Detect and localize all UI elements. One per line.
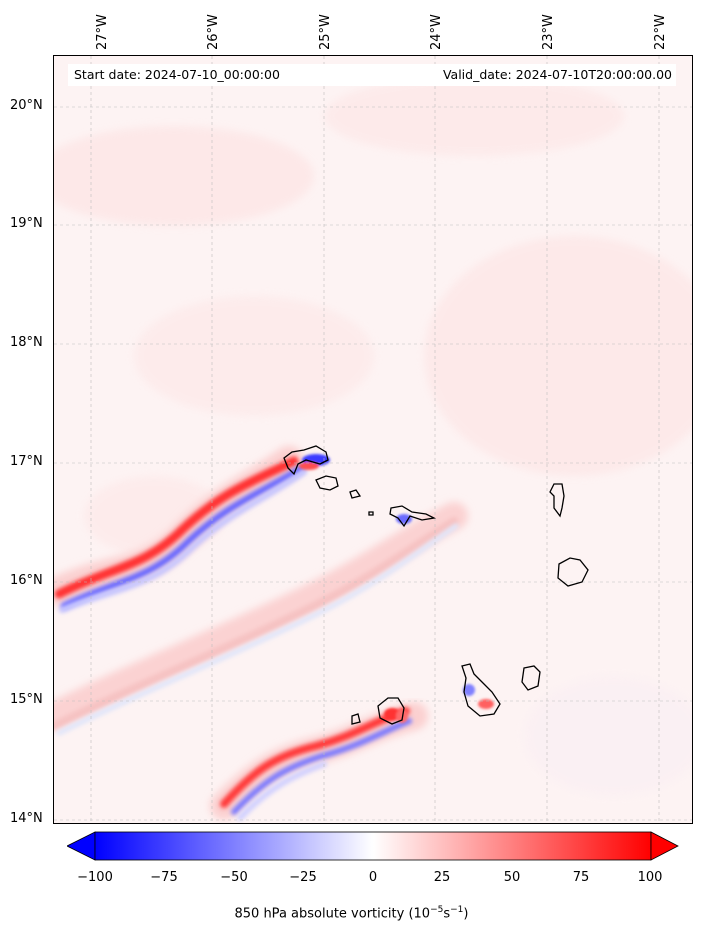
central-vorticity-band (54, 502, 468, 736)
island-santa-luzia (349, 489, 362, 499)
island-sal (549, 483, 565, 518)
graticule (54, 56, 692, 823)
lon-label-26w: 26°W (206, 14, 221, 50)
lat-label-16n: 16°N (10, 573, 43, 588)
island-fogo (377, 697, 405, 725)
valid-date-label: Valid_date: 2024-07-10T20:00:00.00 (442, 67, 672, 82)
vorticity-map (54, 56, 692, 823)
colorbar-label: 850 hPa absolute vorticity (10−5s−1) (234, 905, 469, 922)
lon-label-22w: 22°W (653, 14, 668, 50)
colorbar-tick-minus-25: −25 (289, 870, 317, 885)
lat-label-14n: 14°N (10, 811, 43, 826)
colorbar-extend-high (650, 831, 679, 861)
island-santiago (461, 663, 501, 717)
colorbar-tick-25: 25 (433, 870, 451, 885)
colorbar-tick-minus-50: −50 (220, 870, 248, 885)
colorbar-extend-low (67, 831, 96, 861)
colorbar-tick-minus-75: −75 (150, 870, 178, 885)
island-sao-nicolau (389, 505, 437, 528)
northern-vorticity-band (54, 446, 307, 613)
lon-label-23w: 23°W (541, 14, 556, 50)
colorbar-tick-75: 75 (572, 870, 590, 885)
lat-label-19n: 19°N (10, 216, 43, 231)
colorbar (67, 831, 679, 861)
island-branco (368, 511, 374, 516)
background-vorticity-field (54, 76, 692, 796)
lon-label-25w: 25°W (318, 14, 333, 50)
island-brava (351, 713, 361, 725)
island-sao-vicente (315, 475, 339, 491)
colorbar-tick-0: 0 (368, 870, 378, 885)
colorbar-tick-minus-100: −100 (77, 870, 113, 885)
island-boa-vista (557, 557, 589, 587)
lat-label-20n: 20°N (10, 98, 43, 113)
lon-label-24w: 24°W (429, 14, 444, 50)
lat-label-15n: 15°N (10, 692, 43, 707)
coastlines (283, 445, 589, 725)
start-date-label: Start date: 2024-07-10_00:00:00 (74, 67, 280, 82)
colorbar-gradient (94, 831, 652, 861)
map-plot-area (53, 55, 693, 824)
island-santo-antao (283, 445, 329, 476)
date-info-box (68, 64, 676, 86)
island-maio (521, 665, 541, 691)
lat-label-18n: 18°N (10, 335, 43, 350)
southern-vorticity-band (210, 702, 428, 821)
colorbar-tick-100: 100 (637, 870, 663, 885)
lat-label-17n: 17°N (10, 454, 43, 469)
colorbar-tick-50: 50 (503, 870, 521, 885)
lon-label-27w: 27°W (95, 14, 110, 50)
